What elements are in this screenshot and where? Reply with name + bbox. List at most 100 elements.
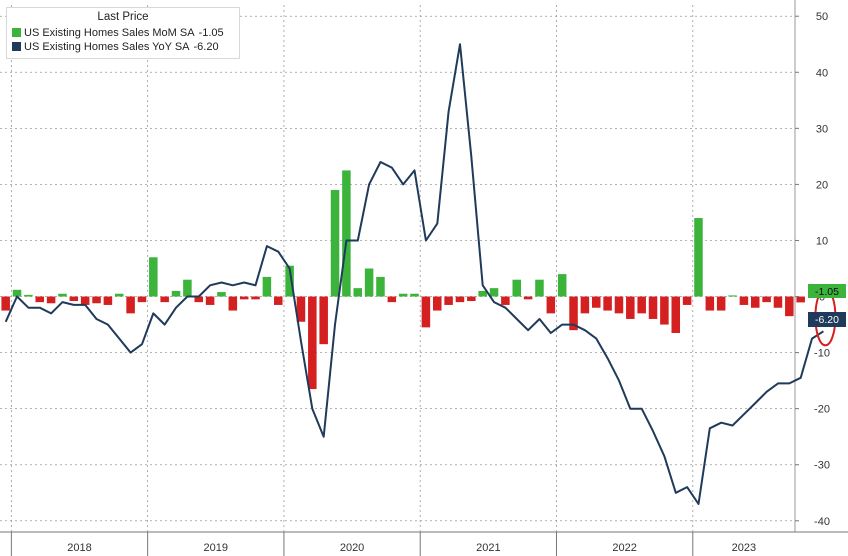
mom-bar bbox=[410, 293, 419, 297]
mom-bar bbox=[773, 296, 783, 308]
x-axis: 2018 2019 2020 2021 2022 2023 bbox=[0, 531, 848, 556]
mom-bar bbox=[12, 289, 22, 297]
mom-bar bbox=[591, 296, 601, 308]
legend-item-mom-value: -1.05 bbox=[198, 27, 224, 39]
mom-bar bbox=[716, 296, 726, 311]
mom-bar bbox=[273, 296, 283, 305]
mom-bar bbox=[501, 296, 510, 305]
mom-bar bbox=[251, 296, 260, 300]
mom-bar bbox=[1, 296, 10, 311]
x-tick-label: 2022 bbox=[612, 542, 636, 554]
mom-bar bbox=[694, 218, 703, 297]
mom-bar bbox=[376, 276, 385, 297]
mom-bar bbox=[69, 296, 79, 302]
legend-item-yoy: US Existing Homes Sales YoY SA -6.20 bbox=[12, 41, 219, 54]
mom-bar bbox=[171, 290, 181, 297]
mom-bar bbox=[364, 268, 374, 297]
x-tick-label: 2023 bbox=[732, 542, 756, 554]
mom-bar bbox=[762, 296, 771, 303]
yoy-swatch bbox=[12, 42, 21, 51]
y-tick-label: 10 bbox=[816, 235, 828, 247]
last-value-labels: -1.05 -6.20 bbox=[808, 284, 846, 327]
mom-bar bbox=[557, 274, 567, 297]
mom-bar bbox=[114, 293, 124, 297]
mom-bar bbox=[455, 296, 465, 303]
y-tick-label: -40 bbox=[814, 516, 830, 528]
mom-bar bbox=[660, 296, 669, 325]
mom-bar bbox=[444, 296, 453, 305]
y-tick-label: -10 bbox=[814, 348, 830, 360]
mom-bar bbox=[239, 296, 249, 300]
mom-bar bbox=[523, 296, 533, 300]
mom-bar bbox=[535, 279, 544, 297]
mom-bar bbox=[103, 296, 113, 305]
mom-bar bbox=[149, 257, 158, 297]
legend-item-mom-label: US Existing Homes Sales MoM SA bbox=[24, 27, 195, 39]
mom-bar bbox=[296, 296, 306, 322]
mom-bar bbox=[546, 296, 556, 314]
y-tick-label: 20 bbox=[816, 179, 828, 191]
y-tick-label: -30 bbox=[814, 460, 830, 472]
y-tick-label: -20 bbox=[814, 404, 830, 416]
mom-bar bbox=[467, 296, 476, 302]
x-tick-label: 2018 bbox=[67, 542, 91, 554]
mom-bar bbox=[421, 296, 431, 328]
mom-bar bbox=[194, 296, 204, 303]
mom-bar bbox=[478, 290, 487, 297]
mom-bar bbox=[262, 276, 272, 297]
mom-bar bbox=[24, 294, 33, 297]
mom-bar bbox=[705, 296, 715, 311]
mom-bar bbox=[35, 296, 45, 303]
mom-bar bbox=[137, 296, 147, 303]
mom-bar bbox=[637, 296, 646, 314]
legend-title: Last Price bbox=[97, 11, 149, 23]
mom-bar bbox=[739, 296, 749, 305]
mom-bar bbox=[398, 293, 408, 297]
yoy-last-value-label: -6.20 bbox=[815, 314, 839, 326]
mom-bar bbox=[512, 279, 522, 297]
mom-bar bbox=[603, 296, 612, 311]
mom-bar bbox=[785, 296, 794, 317]
mom-bar bbox=[342, 170, 351, 297]
mom-bar bbox=[308, 296, 317, 390]
x-tick-label: 2021 bbox=[476, 542, 500, 554]
mom-bar bbox=[387, 296, 397, 303]
mom-bar bbox=[750, 296, 760, 308]
mom-bar bbox=[160, 296, 169, 303]
mom-bar bbox=[217, 292, 226, 297]
mom-bars bbox=[1, 170, 805, 390]
mom-bar bbox=[432, 296, 442, 311]
y-tick-label: 30 bbox=[816, 123, 828, 135]
mom-bar bbox=[330, 190, 340, 297]
legend-item-yoy-value: -6.20 bbox=[193, 41, 219, 53]
x-tick-label: 2020 bbox=[340, 542, 364, 554]
mom-bar bbox=[353, 288, 363, 297]
y-tick-label: 50 bbox=[816, 11, 828, 23]
mom-bar bbox=[126, 296, 135, 314]
mom-last-value-label: -1.05 bbox=[815, 286, 839, 298]
y-axis: 50403020100-10-20-30-40 bbox=[795, 11, 830, 528]
yoy-last-value-box bbox=[808, 312, 846, 327]
mom-bar bbox=[58, 293, 67, 297]
mom-swatch bbox=[12, 28, 21, 37]
mom-bar bbox=[580, 296, 590, 314]
mom-bar bbox=[183, 279, 192, 297]
mom-bar bbox=[205, 296, 215, 305]
mom-bar bbox=[626, 296, 635, 319]
yoy-series-line bbox=[4, 43, 824, 505]
mom-bar bbox=[728, 295, 737, 297]
legend: Last Price US Existing Homes Sales MoM S… bbox=[6, 7, 240, 59]
mom-bar bbox=[285, 265, 294, 297]
mom-bar bbox=[648, 296, 658, 319]
x-tick-label: 2019 bbox=[204, 542, 228, 554]
legend-item-mom: US Existing Homes Sales MoM SA -1.05 bbox=[12, 27, 224, 40]
mom-bar bbox=[671, 296, 681, 333]
mom-bar bbox=[489, 288, 499, 297]
mom-bar bbox=[92, 296, 101, 304]
y-tick-label: 40 bbox=[816, 67, 828, 79]
mom-bar bbox=[614, 296, 624, 314]
mom-bar bbox=[80, 296, 90, 305]
grid-lines bbox=[0, 0, 796, 532]
legend-item-yoy-label: US Existing Homes Sales YoY SA bbox=[24, 41, 190, 53]
